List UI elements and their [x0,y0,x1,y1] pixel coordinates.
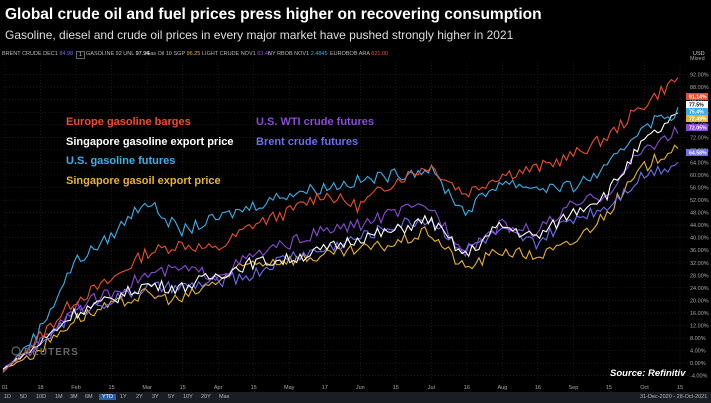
end-value-label: 64.58% [689,151,707,157]
y-tick-label: 12.00% [690,324,709,330]
y-tick-label: 16.00% [690,311,709,317]
y-tick-label: 4.00% [690,349,706,355]
y-tick-label: 36.00% [690,248,709,254]
x-tick-label: 16 [464,385,470,391]
end-value-label: 77.5% [689,103,704,109]
y-tick-label: 40.00% [690,236,709,242]
y-tick-label: 44.00% [690,223,709,229]
y-tick-label: 24.00% [690,286,709,292]
y-tick-label: 8.00% [690,336,706,342]
end-value-badge [686,108,708,115]
x-tick-label: 15 [109,385,115,391]
instrument-brent[interactable]: BRENT CRUDE DEC1 84.98 [2,51,74,57]
end-value-badge [686,93,708,100]
end-value-label: 75.4% [689,110,704,116]
x-tick-label: Jul [428,385,435,391]
range-2y[interactable]: 2Y [136,394,143,400]
currency-label: USD [693,51,705,57]
chart-subtitle: Gasoline, diesel and crude oil prices in… [5,28,514,42]
range-3y[interactable]: 3Y [152,394,159,400]
x-tick-label: Sep [569,385,579,391]
range-1m[interactable]: 1M [55,394,63,400]
x-tick-label: Feb [71,385,80,391]
legend-label-singapore-gasoline: Singapore gasoline export price [66,136,234,148]
x-tick-label: 17 [322,385,328,391]
series-line-europe [2,77,679,373]
y-tick-label: 92.00% [690,73,709,79]
instrument-marker: 1 [76,51,86,59]
y-tick-label: 84.00% [690,98,709,104]
instrument-bar: BRENT CRUDE DEC1 84.98 1 GASOLINE 92 UNL… [0,48,711,61]
series-line-singapore-gasoline [2,112,679,370]
range-1y[interactable]: 1Y [120,394,127,400]
legend-label-us-gasoline: U.S. gasoline futures [66,155,175,167]
instrument-rbob[interactable]: NY RBOB NOV1 2.4845 [268,51,328,57]
x-tick-label: 18 [37,385,43,391]
instrument-light-crude[interactable]: LIGHT CRUDE NOV1 83.46 [202,51,271,57]
y-tick-label: 48.00% [690,211,709,217]
series-line-us-gasoline [2,107,679,374]
range-5y[interactable]: 5Y [168,394,175,400]
range-3m[interactable]: 3M [70,394,78,400]
legend-label-europe: Europe gasoline barges [66,116,191,128]
end-value-label: 91.14% [689,95,707,101]
range-10d[interactable]: 10D [36,394,47,400]
y-tick-label: 32.00% [690,261,709,267]
chart-title: Global crude oil and fuel prices press h… [5,6,542,23]
x-tick-label: May [284,385,295,391]
y-tick-label: 72.00% [690,135,709,141]
x-tick-label: 15 [393,385,399,391]
end-value-badge [686,101,708,108]
x-tick-label: Mar [142,385,152,391]
y-tick-label: 20.00% [690,298,709,304]
end-value-badge [686,115,708,122]
legend-label-brent: Brent crude futures [256,136,358,148]
range-6m[interactable]: 6M [85,394,93,400]
legend-label-singapore-gasoil: Singapore gasoil export price [66,175,221,187]
range-bar: 1D 5D 10D 1M 3M 6M YTD 1Y 2Y 3Y 5Y 10Y 2… [0,392,711,403]
x-tick-label: 15 [180,385,186,391]
y-tick-label: -4.00% [690,374,708,380]
y-tick-label: 88.00% [690,85,709,91]
instrument-gasoil[interactable]: Gas Oil 10 SGP 96.25 [146,51,201,57]
y-tick-label: 60.00% [690,173,709,179]
x-tick-label: 15 [251,385,257,391]
reuters-watermark: REUTERS [24,347,79,358]
x-tick-label: Jun [356,385,365,391]
reuters-logo-icon [11,346,21,356]
x-tick-label: 15 [606,385,612,391]
source-note: Source: Refinitiv [610,368,686,379]
y-tick-label: 0.00% [690,361,706,367]
range-max[interactable]: Max [219,394,230,400]
instrument-gasoline92[interactable]: GASOLINE 92 UNL 97.94 [86,51,150,57]
x-tick-label: 15 [677,385,683,391]
range-5d[interactable]: 5D [20,394,28,400]
y-tick-label: 28.00% [690,273,709,279]
range-1d[interactable]: 1D [4,394,12,400]
mixed-label: Mixed [690,56,705,62]
end-value-label: 72.49% [689,117,707,123]
legend-label-wti: U.S. WTI crude futures [256,116,374,128]
x-tick-label: 16 [535,385,541,391]
instrument-eurobob[interactable]: EUROBOB ARA 821.00 [330,51,389,57]
x-tick-label: 01 [2,385,8,391]
series-line-wti [2,125,679,371]
y-tick-label: 56.00% [690,185,709,191]
series-line-brent [2,162,679,372]
date-range: 31-Dec-2020 - 28-Oct-2021 [640,394,708,400]
x-tick-label: Oct [640,385,649,391]
end-value-badge [686,124,708,131]
range-ytd[interactable]: YTD [99,394,116,400]
end-value-label: 72.05% [689,126,707,132]
range-10y[interactable]: 10Y [183,394,193,400]
range-20y[interactable]: 20Y [201,394,211,400]
y-tick-label: 52.00% [690,198,709,204]
end-value-badge [686,149,708,156]
x-tick-label: Aug [497,385,507,391]
y-tick-label: 64.00% [690,160,709,166]
x-tick-label: Apr [214,385,223,391]
